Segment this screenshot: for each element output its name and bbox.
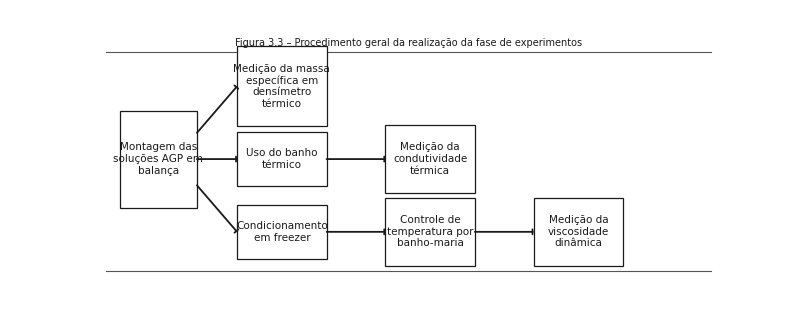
Text: Uso do banho
térmico: Uso do banho térmico [246, 148, 317, 170]
Text: Controle de
temperatura por
banho-maria: Controle de temperatura por banho-maria [387, 215, 473, 249]
Bar [385, 198, 475, 266]
Text: Medição da massa
específica em
densímetro
térmico: Medição da massa específica em densímetr… [234, 64, 330, 109]
Text: Figura 3.3 – Procedimento geral da realização da fase de experimentos: Figura 3.3 – Procedimento geral da reali… [235, 37, 582, 48]
Bar [237, 46, 327, 126]
Bar [385, 125, 475, 193]
Text: Medição da
viscosidade
dinâmica: Medição da viscosidade dinâmica [548, 215, 609, 249]
Bar [120, 111, 197, 208]
Text: Medição da
condutividade
térmica: Medição da condutividade térmica [393, 142, 467, 176]
Text: Condicionamento
em freezer: Condicionamento em freezer [236, 221, 328, 243]
Bar [237, 132, 327, 186]
Text: Montagem das
soluções AGP em
balança: Montagem das soluções AGP em balança [113, 142, 203, 176]
Bar [237, 205, 327, 259]
Bar [533, 198, 623, 266]
